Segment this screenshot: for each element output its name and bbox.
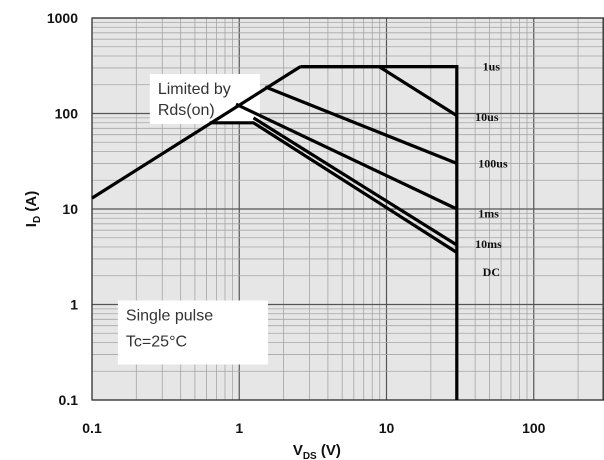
- series-line-100us: [264, 85, 458, 165]
- x-tick-label: 100: [522, 420, 546, 436]
- plot-frame: [91, 17, 604, 401]
- y-tick-label: 1000: [47, 10, 78, 26]
- y-tick-label: 10: [62, 201, 78, 217]
- x-tick-label: 0.1: [82, 420, 102, 436]
- annotation-box: [117, 300, 268, 365]
- series-label: 100us: [478, 156, 508, 170]
- labels: 1us 10us 100us 1ms 10ms DC Limited by Rds(on) Si…: [23, 10, 546, 460]
- series-line-1ms: [235, 102, 458, 211]
- series-label: 10ms: [475, 237, 502, 251]
- annotation-text: Single pulse: [126, 307, 213, 324]
- x-axis-title: VDS (V): [293, 442, 341, 460]
- y-axis-title: ID (A): [23, 191, 43, 227]
- series-label: 10us: [475, 110, 499, 124]
- x-tick-label: 1: [235, 420, 243, 436]
- y-tick-label: 1: [70, 297, 78, 313]
- annotation-text: Tc=25°C: [126, 333, 187, 350]
- curves: [91, 64, 459, 400]
- series-label: DC: [483, 265, 500, 279]
- series-line-10us: [300, 64, 458, 117]
- series-line-10ms: [252, 116, 458, 247]
- series-label: 1us: [483, 60, 501, 74]
- x-tick-label: 10: [379, 420, 395, 436]
- annotation-text: Rds(on): [158, 102, 215, 119]
- series-label: 1ms: [478, 206, 499, 220]
- series-line-dc: [209, 121, 458, 254]
- annotation-box: [149, 74, 260, 125]
- annotation-text: Limited by: [158, 81, 231, 98]
- y-tick-label: 0.1: [59, 392, 79, 408]
- grid: [91, 17, 604, 401]
- y-tick-label: 100: [55, 106, 79, 122]
